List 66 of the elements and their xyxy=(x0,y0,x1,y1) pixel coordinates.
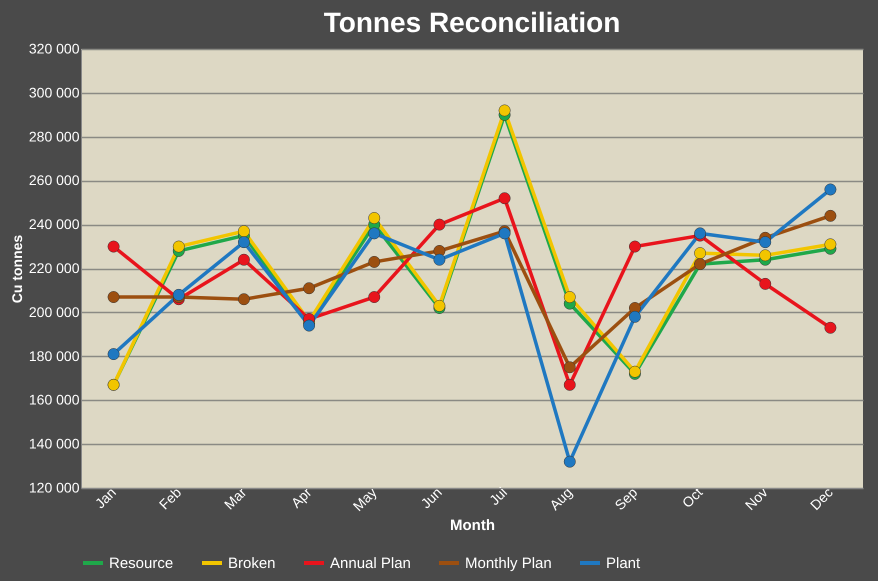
x-tick-label: Oct xyxy=(678,484,706,511)
point xyxy=(238,236,250,248)
x-axis-title: Month xyxy=(450,517,495,534)
y-tick-label: 280 000 xyxy=(28,128,80,144)
point xyxy=(433,254,446,266)
point xyxy=(628,310,641,323)
point xyxy=(824,184,836,196)
point xyxy=(433,300,446,312)
point xyxy=(303,320,316,332)
point xyxy=(564,378,576,391)
point xyxy=(564,291,576,303)
x-tick-label: Mar xyxy=(220,484,250,513)
point xyxy=(172,288,185,301)
y-tick-label: 180 000 xyxy=(28,348,80,364)
point xyxy=(368,227,380,240)
point xyxy=(498,104,511,116)
x-tick-label: Aug xyxy=(546,484,576,514)
point xyxy=(108,240,120,252)
point xyxy=(368,212,380,224)
point xyxy=(564,361,576,374)
y-tick-label: 300 000 xyxy=(28,84,80,100)
point xyxy=(759,249,772,262)
y-axis-title: Cu tonnes xyxy=(8,234,25,304)
x-tick-label: Sep xyxy=(611,484,641,514)
y-tick-label: 200 000 xyxy=(28,304,80,320)
point xyxy=(824,210,836,222)
point xyxy=(108,348,120,360)
x-tick-label: Jul xyxy=(486,484,510,508)
x-tick-label: Jun xyxy=(418,484,445,512)
x-tick-label: Jan xyxy=(92,484,120,512)
y-tick-label: 260 000 xyxy=(28,172,80,188)
legend-label: Annual Plan xyxy=(330,555,411,572)
point xyxy=(238,293,250,306)
point xyxy=(172,240,185,252)
x-tick-label: Dec xyxy=(806,484,836,514)
y-tick-label: 160 000 xyxy=(28,392,80,408)
point xyxy=(368,291,380,303)
x-tick-label: May xyxy=(350,484,380,514)
point xyxy=(564,456,576,468)
point xyxy=(303,282,316,294)
point xyxy=(824,322,836,334)
legend-label: Resource xyxy=(109,555,174,572)
legend-label: Plant xyxy=(606,555,642,572)
y-tick-label: 140 000 xyxy=(28,436,80,452)
point xyxy=(694,247,706,260)
y-tick-label: 240 000 xyxy=(28,216,80,232)
y-tick-label: 220 000 xyxy=(28,260,80,276)
point xyxy=(238,225,250,238)
point xyxy=(238,254,250,266)
point xyxy=(368,256,380,268)
legend-label: Monthly Plan xyxy=(465,555,552,572)
y-tick-label: 120 000 xyxy=(28,480,80,496)
point xyxy=(433,218,446,231)
point xyxy=(824,238,836,250)
y-tick-label: 320 000 xyxy=(28,40,80,56)
point xyxy=(108,291,120,303)
x-tick-label: Nov xyxy=(742,484,771,514)
point xyxy=(759,236,772,248)
x-tick-label: Feb xyxy=(156,484,184,513)
legend-label: Broken xyxy=(228,555,276,572)
x-tick-label: Apr xyxy=(288,484,315,511)
chart-title: Tonnes Reconciliation xyxy=(324,7,620,38)
point xyxy=(628,240,641,252)
point xyxy=(498,192,511,204)
point xyxy=(694,227,706,240)
point xyxy=(759,278,772,290)
